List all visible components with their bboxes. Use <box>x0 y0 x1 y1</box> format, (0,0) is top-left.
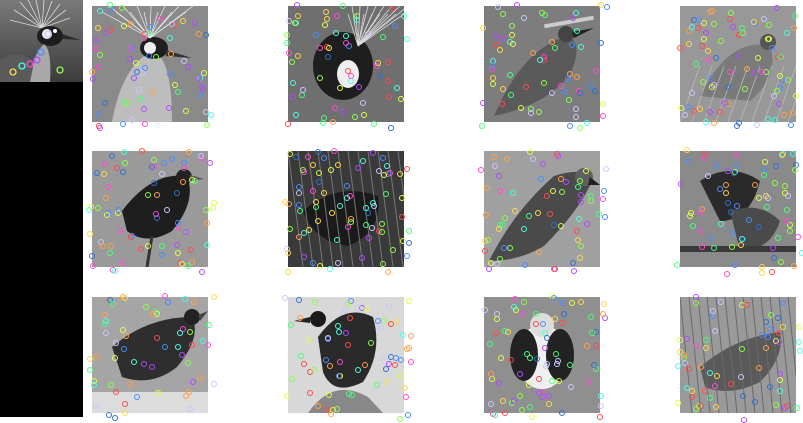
keypoint-marker <box>478 123 485 130</box>
keypoint-marker <box>112 268 119 275</box>
result-tile-6[interactable] <box>282 147 413 276</box>
keypoint-marker <box>407 333 414 339</box>
keypoint-marker <box>406 227 413 234</box>
keypoint-marker <box>796 347 803 354</box>
result-image <box>680 297 796 413</box>
result-image <box>288 151 404 267</box>
keypoint-marker <box>602 214 609 221</box>
keypoint-marker <box>404 346 411 353</box>
keypoint-marker <box>406 297 413 304</box>
keypoint-marker <box>723 270 730 277</box>
result-image <box>92 151 208 267</box>
result-image <box>484 151 600 267</box>
result-image <box>680 151 796 267</box>
keypoint-marker <box>754 122 761 128</box>
result-tile-12[interactable] <box>675 293 803 423</box>
keypoint-marker <box>284 269 291 276</box>
keypoint-marker <box>210 200 217 206</box>
keypoint-marker <box>795 323 802 330</box>
keypoint-marker <box>403 36 410 43</box>
result-bird-picture <box>680 6 796 122</box>
keypoint-marker <box>600 187 607 194</box>
result-image <box>680 6 796 122</box>
result-bird-picture <box>92 297 208 413</box>
result-tile-2[interactable] <box>283 2 410 132</box>
query-image[interactable] <box>0 0 83 82</box>
keypoint-marker <box>600 196 607 203</box>
keypoint-marker <box>112 414 118 421</box>
keypoint-marker <box>97 124 104 131</box>
keypoint-marker <box>599 101 606 107</box>
keypoint-marker <box>207 160 214 166</box>
result-bird-picture <box>680 151 796 267</box>
result-image <box>92 6 208 122</box>
keypoint-marker <box>210 205 217 212</box>
keypoint-marker <box>570 267 577 274</box>
keypoint-marker <box>407 358 414 365</box>
keypoint-marker <box>207 111 214 118</box>
keypoint-marker <box>798 249 803 256</box>
result-tile-3[interactable] <box>478 2 610 131</box>
result-tile-1[interactable] <box>88 2 214 131</box>
result-bird-picture <box>92 6 208 122</box>
keypoint-marker <box>551 266 558 273</box>
keypoint-marker <box>406 239 413 246</box>
keypoint-marker <box>404 253 411 259</box>
result-tile-10[interactable] <box>282 294 414 423</box>
keypoint-marker <box>385 269 392 276</box>
keypoint-marker <box>600 112 606 119</box>
keypoint-marker <box>769 269 776 276</box>
keypoint-marker <box>600 301 607 308</box>
keypoint-marker <box>404 166 411 173</box>
result-bird-picture <box>288 151 404 267</box>
keypoint-marker <box>601 315 608 322</box>
result-tile-11[interactable] <box>481 293 608 420</box>
result-image <box>484 297 600 413</box>
result-bird-picture <box>680 297 796 413</box>
keypoint-marker <box>740 416 747 423</box>
keypoint-marker <box>788 121 794 128</box>
keypoint-marker <box>198 268 205 275</box>
keypoint-marker <box>210 294 217 301</box>
result-image <box>288 297 404 413</box>
result-tile-9[interactable] <box>86 293 217 421</box>
result-bird-picture <box>288 6 404 122</box>
result-image <box>288 6 404 122</box>
keypoint-marker <box>405 412 411 419</box>
result-tile-4[interactable] <box>677 5 799 130</box>
keypoint-marker <box>371 121 378 128</box>
keypoint-marker <box>109 266 116 273</box>
keypoint-marker <box>528 414 535 420</box>
keypoint-marker <box>210 380 217 387</box>
keypoint-marker <box>796 339 803 345</box>
keypoint-marker <box>388 125 394 132</box>
keypoint-marker <box>566 123 573 130</box>
keypoint-marker <box>95 122 102 129</box>
result-bird-picture <box>484 151 600 267</box>
result-bird-picture <box>484 6 600 122</box>
result-bird-picture <box>288 297 404 413</box>
result-bird-picture <box>484 297 600 413</box>
result-image <box>484 6 600 122</box>
result-tile-8[interactable] <box>674 147 803 277</box>
result-bird-picture <box>92 151 208 267</box>
keypoint-marker <box>602 166 609 172</box>
result-image <box>92 297 208 413</box>
keypoint-marker <box>734 123 741 130</box>
keypoint-marker <box>603 3 610 10</box>
keypoint-marker <box>758 269 765 276</box>
keypoint-marker <box>406 344 413 351</box>
result-tile-7[interactable] <box>478 149 609 274</box>
query-crane-picture <box>0 0 83 82</box>
keypoint-marker <box>204 122 211 129</box>
keypoint-marker <box>577 124 584 131</box>
result-tile-5[interactable] <box>86 148 217 275</box>
keypoint-marker <box>600 310 607 317</box>
